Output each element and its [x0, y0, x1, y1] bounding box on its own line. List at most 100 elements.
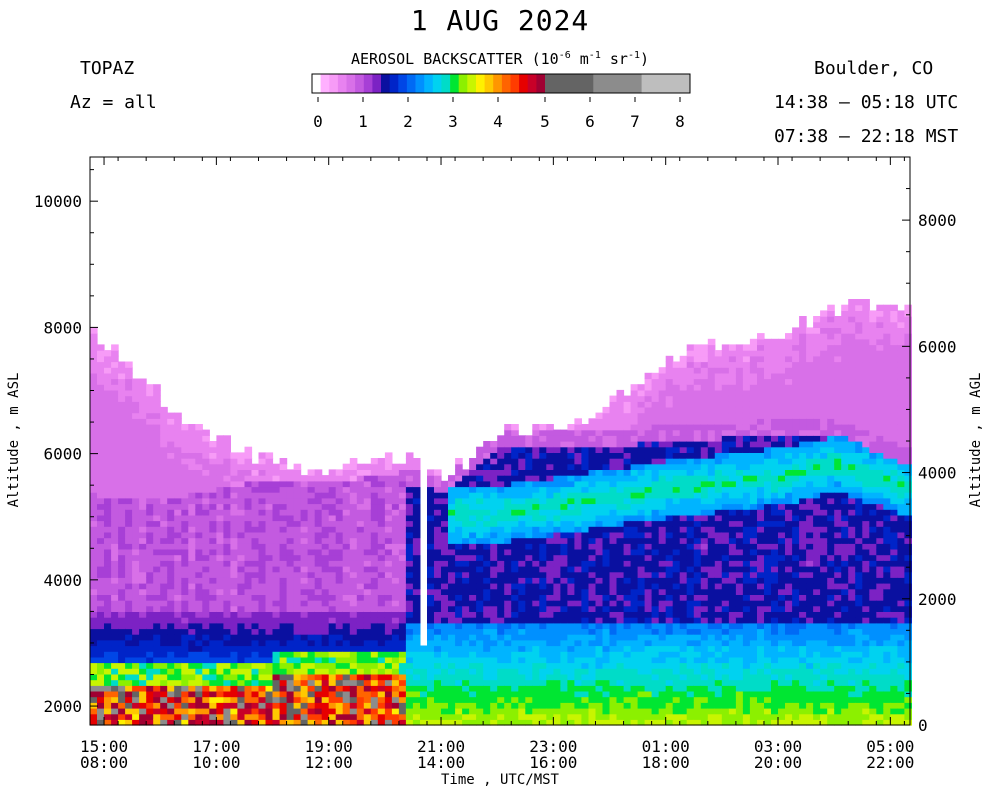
heatmap-cell [651, 480, 660, 488]
heatmap-cell [658, 406, 667, 414]
heatmap-cell [328, 531, 337, 539]
heatmap-cell [321, 656, 330, 664]
heatmap-cell [637, 486, 646, 493]
heatmap-cell [574, 600, 582, 607]
heatmap-cell [160, 537, 168, 544]
heatmap-cell [595, 639, 604, 647]
heatmap-cell [476, 543, 484, 550]
heatmap-cell [398, 497, 407, 505]
heatmap-cell [434, 634, 442, 641]
heatmap-cell [742, 600, 751, 607]
heatmap-cell [721, 639, 730, 647]
heatmap-cell [658, 577, 667, 584]
heatmap-cell [721, 566, 730, 573]
heatmap-cell [160, 526, 168, 533]
heatmap-cell [391, 600, 400, 607]
heatmap-cell [321, 685, 330, 692]
heatmap-cell [139, 696, 147, 703]
heatmap-cell [567, 668, 575, 675]
heatmap-cell [672, 662, 681, 669]
heatmap-cell [700, 514, 709, 522]
heatmap-cell [574, 617, 582, 624]
heatmap-cell [658, 611, 667, 618]
heatmap-cell [728, 696, 737, 703]
heatmap-cell [532, 679, 540, 686]
heatmap-cell [125, 503, 133, 510]
heatmap-cell [125, 583, 133, 590]
heatmap-cell [300, 622, 309, 630]
heatmap-cell [721, 656, 730, 664]
heatmap-cell [342, 605, 351, 612]
heatmap-cell [125, 554, 133, 561]
heatmap-cell [553, 503, 561, 510]
heatmap-cell [483, 469, 491, 476]
heatmap-cell [223, 679, 231, 686]
heatmap-cell [111, 560, 119, 567]
heatmap-cell [146, 679, 154, 686]
heatmap-cell [104, 651, 112, 658]
heatmap-cell [518, 617, 526, 624]
heatmap-cell [504, 583, 512, 590]
heatmap-cell [686, 435, 695, 442]
heatmap-cell [560, 429, 568, 436]
heatmap-cell [644, 594, 653, 601]
heatmap-cell [398, 594, 407, 601]
heatmap-cell [153, 509, 161, 516]
heatmap-cell [146, 401, 154, 408]
heatmap-cell [132, 418, 140, 425]
heatmap-cell [244, 503, 253, 510]
heatmap-cell [595, 690, 604, 698]
heatmap-cell [216, 560, 224, 567]
heatmap-cell [307, 634, 316, 641]
heatmap-cell [735, 480, 744, 488]
heatmap-cell [462, 577, 470, 584]
heatmap-cell [560, 662, 568, 669]
heatmap-cell [707, 566, 716, 573]
heatmap-cell [349, 634, 358, 641]
heatmap-cell [448, 531, 456, 539]
heatmap-cell [132, 458, 140, 465]
heatmap-cell [328, 605, 337, 612]
heatmap-cell [363, 583, 372, 590]
heatmap-cell [125, 566, 133, 573]
heatmap-cell [279, 458, 288, 465]
heatmap-cell [679, 509, 688, 516]
heatmap-cell [469, 702, 477, 709]
heatmap-cell [679, 418, 688, 425]
heatmap-cell [104, 645, 112, 652]
heatmap-cell [707, 469, 716, 476]
heatmap-cell [146, 520, 154, 527]
heatmap-cell [504, 645, 512, 652]
heatmap-cell [420, 679, 428, 686]
heatmap-cell [146, 651, 154, 658]
heatmap-cell [553, 639, 561, 647]
heatmap-cell [735, 344, 744, 351]
heatmap-cell [700, 639, 709, 647]
heatmap-cell [90, 617, 98, 624]
instrument-label: TOPAZ [80, 58, 135, 79]
heatmap-cell [546, 480, 554, 488]
heatmap-cell [700, 372, 709, 380]
heatmap-cell [686, 600, 695, 607]
heatmap-cell [146, 628, 154, 635]
heatmap-cell [181, 679, 189, 686]
heatmap-cell [384, 520, 393, 527]
heatmap-cell [398, 480, 407, 488]
heatmap-cell [118, 463, 126, 470]
heatmap-cell [588, 452, 597, 459]
heatmap-cell [462, 554, 470, 561]
heatmap-cell [139, 571, 147, 578]
heatmap-cell [125, 708, 133, 715]
heatmap-cell [483, 600, 491, 607]
heatmap-cell [132, 645, 140, 652]
heatmap-cell [384, 713, 393, 720]
heatmap-cell [623, 548, 632, 556]
heatmap-cell [546, 424, 554, 431]
heatmap-cell [616, 543, 625, 550]
heatmap-cell [139, 389, 147, 397]
heatmap-cell [700, 702, 709, 709]
heatmap-cell [651, 543, 660, 550]
heatmap-cell [132, 634, 140, 641]
heatmap-cell [265, 566, 274, 573]
heatmap-cell [125, 656, 133, 664]
